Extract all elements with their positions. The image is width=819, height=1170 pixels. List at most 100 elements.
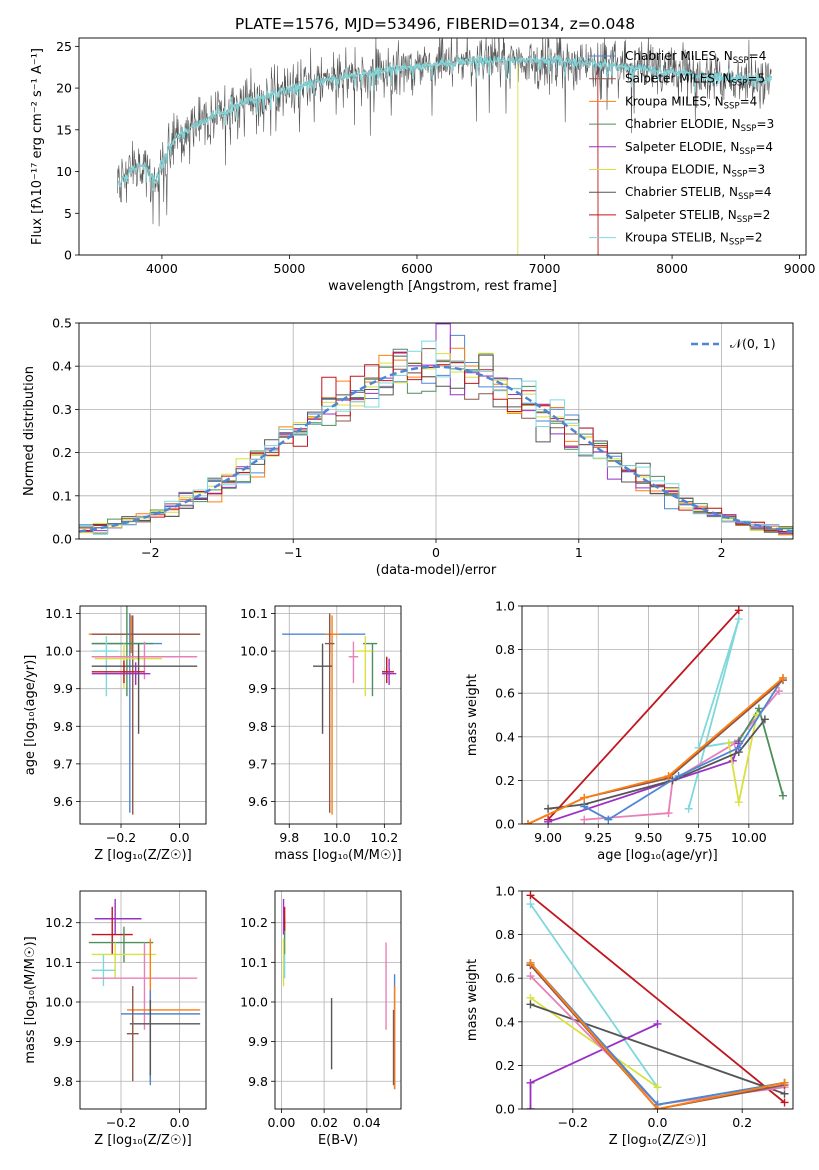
legend-label: Kroupa ELODIE, NSSP=3 (625, 163, 765, 180)
plot-area (117, 38, 772, 255)
plus-marker (760, 715, 769, 724)
plus-marker (653, 1019, 662, 1028)
x-tick-label: 9.75 (685, 830, 713, 845)
plus-marker (734, 606, 743, 615)
weight-series (527, 677, 784, 824)
x-tick-label: 9.00 (534, 830, 562, 845)
x-axis-label: mass [log₁₀(M/M☉)] (274, 848, 401, 863)
plus-marker (724, 739, 733, 748)
errorbar-point (91, 615, 201, 815)
x-tick-label: −2 (141, 545, 159, 560)
x-tick-label: 0.0 (648, 1115, 668, 1130)
errorbar-point (94, 898, 142, 935)
panel-mass-vs-EBV: 0.00 0.02 0.04 9.8 9.9 10.0 10.1 10.2 E(B-V) (240, 890, 402, 1148)
x-tick-label: 0 (432, 545, 440, 560)
plus-marker (526, 891, 535, 900)
plot-area (524, 606, 787, 824)
y-tick-label: 10 (56, 164, 72, 179)
errorbar-point (91, 942, 198, 1030)
y-tick-label: 9.8 (248, 1074, 268, 1089)
weight-series (529, 964, 785, 1109)
errorbar-point (88, 926, 154, 963)
errorbar-point (129, 1000, 201, 1076)
chart-title: PLATE=1576, MJD=53496, FIBERID=0134, z=0… (235, 15, 635, 33)
weight-series (529, 962, 785, 1109)
x-axis-label: E(B-V) (318, 1133, 358, 1148)
legend-label: Chabrier ELODIE, NSSP=3 (625, 117, 774, 134)
axes-frame (79, 605, 207, 825)
weight-series (687, 618, 740, 809)
plus-marker (526, 972, 535, 981)
y-tick-label: 9.8 (248, 719, 268, 734)
x-tick-label: 9.8 (279, 830, 299, 845)
plot-area (88, 898, 201, 1086)
x-tick-label: 5000 (274, 261, 306, 276)
y-tick-label: 5 (64, 206, 72, 221)
y-tick-label: 9.6 (53, 794, 73, 809)
y-tick-label: 10.0 (45, 994, 73, 1009)
y-tick-label: 10.0 (240, 644, 268, 659)
legend: Chabrier MILES, NSSP=4 Salpeter MILES, NS… (589, 49, 774, 248)
errorbar-point (324, 615, 340, 815)
axes-frame (521, 605, 794, 825)
plus-marker (653, 1105, 662, 1109)
x-axis-label: Z [log₁₀(Z/Z☉)] (94, 848, 191, 863)
y-tick-label: 9.8 (53, 1074, 73, 1089)
plus-marker (684, 804, 693, 813)
y-axis-label: Normed distribution (22, 366, 37, 496)
plus-marker (526, 900, 535, 909)
errorbar-point (91, 662, 151, 685)
y-tick-label: 0.4 (495, 729, 515, 744)
plus-marker (778, 791, 787, 800)
y-axis-label: mass [log₁₀(M/M☉)] (23, 936, 38, 1063)
plus-marker (604, 815, 613, 824)
weight-series (529, 903, 659, 1088)
x-tick-label: 0.0 (170, 1115, 190, 1130)
legend-label: Kroupa STELIB, NSSP=2 (625, 231, 763, 248)
weight-series (547, 609, 740, 821)
panel-weight-vs-age: 9.00 9.25 9.50 9.75 10.00 0.0 0.2 0.4 0.6 0.8 1.0 a… (465, 599, 794, 863)
x-tick-label: 0.04 (353, 1115, 381, 1130)
plus-marker (780, 1078, 789, 1087)
plot-area (79, 323, 793, 536)
y-tick-label: 0.8 (495, 927, 515, 942)
y-tick-label: 1.0 (495, 884, 515, 899)
plus-marker (526, 1078, 535, 1087)
y-tick-label: 1.0 (495, 599, 515, 614)
y-tick-label: 10.2 (45, 915, 73, 930)
legend: 𝒩(0, 1) (691, 336, 776, 351)
legend-label: Chabrier MILES, NSSP=4 (625, 49, 766, 66)
x-tick-label: 0.02 (310, 1115, 338, 1130)
x-tick-label: −0.2 (106, 1115, 136, 1130)
errorbar-point (91, 906, 133, 955)
plus-marker (524, 820, 533, 824)
y-axis-label: mass weight (465, 959, 480, 1041)
legend-label: Salpeter STELIB, NSSP=2 (625, 208, 770, 225)
y-tick-label: 9.9 (53, 1034, 73, 1049)
plus-marker (664, 809, 673, 818)
y-tick-label: 0.2 (52, 445, 72, 460)
panel-age-vs-Z: −0.2 0.0 9.6 9.7 9.8 9.9 10.0 10.1 Z [log₁₀(Z/Z☉… (23, 605, 207, 863)
plot-area (282, 898, 396, 1090)
x-tick-label: 9.25 (584, 830, 612, 845)
plus-marker (580, 815, 589, 824)
x-tick-label: 1 (575, 545, 583, 560)
y-tick-label: 9.7 (248, 756, 268, 771)
y-tick-label: 0.1 (52, 488, 72, 503)
x-tick-label: 10.2 (370, 830, 398, 845)
plus-marker (526, 1105, 535, 1109)
errorbar-point (381, 656, 394, 684)
y-tick-label: 10.2 (240, 915, 268, 930)
x-tick-label: 10.0 (323, 830, 351, 845)
y-tick-label: 0.4 (495, 1014, 515, 1029)
plot-area (88, 606, 201, 815)
plus-marker (580, 793, 589, 802)
legend-label: Chabrier STELIB, NSSP=4 (625, 185, 772, 202)
errorbar-point (355, 636, 373, 697)
plus-marker (754, 704, 763, 713)
plus-marker (734, 798, 743, 807)
errorbar-point (324, 613, 335, 813)
spectrum-line (117, 54, 772, 191)
legend-label: 𝒩(0, 1) (730, 336, 776, 351)
